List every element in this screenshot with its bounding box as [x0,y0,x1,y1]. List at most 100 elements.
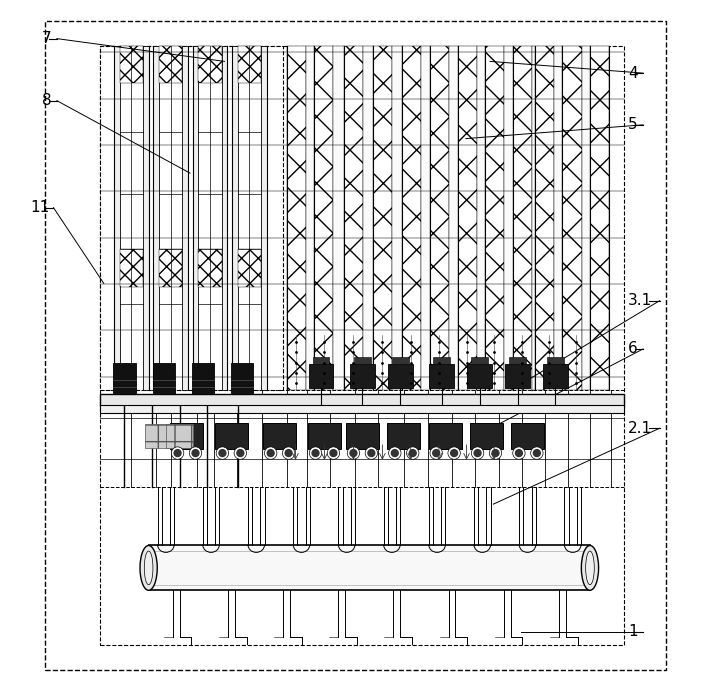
Ellipse shape [586,551,594,585]
Bar [114,363,136,394]
Text: 11: 11 [30,200,49,215]
Bar [434,357,450,363]
Bar [449,46,458,390]
Bar [183,46,188,390]
Bar [458,46,477,390]
Text: 4: 4 [628,66,638,81]
Bar [470,423,503,449]
Bar [590,46,609,390]
Bar [232,46,237,390]
Text: 8: 8 [42,93,51,108]
Bar [314,46,333,390]
Bar [373,46,392,390]
Bar [261,46,267,390]
Bar [421,46,430,390]
Circle shape [189,447,202,460]
Text: 1: 1 [628,624,638,639]
Ellipse shape [144,551,153,585]
Bar [511,423,545,449]
Bar [313,357,329,363]
Bar [192,363,214,394]
Bar [198,249,222,287]
Text: 6: 6 [628,341,638,357]
Circle shape [309,447,321,460]
Circle shape [492,450,499,457]
Circle shape [312,450,319,457]
Text: 5: 5 [628,117,638,132]
Bar [170,423,203,449]
Circle shape [174,450,181,457]
Ellipse shape [140,545,157,590]
Bar [363,46,373,390]
Bar [143,46,149,390]
Circle shape [234,447,247,460]
Bar [237,46,261,84]
Circle shape [410,450,416,457]
Circle shape [391,450,398,457]
Bar [392,357,409,363]
Bar [402,46,421,390]
Bar [149,545,590,590]
Bar [387,423,420,449]
Bar [505,46,513,390]
Bar [193,46,198,390]
Circle shape [350,450,357,457]
Circle shape [530,447,543,460]
Bar [306,46,314,390]
Bar [114,46,119,390]
Bar [308,423,341,449]
Bar [159,249,183,287]
Text: 3.1: 3.1 [628,293,652,308]
Bar [263,423,296,449]
Bar [392,46,402,390]
Circle shape [264,447,277,460]
Bar [582,46,590,390]
Bar [222,46,228,390]
Bar [231,363,253,394]
Bar [215,423,248,449]
Bar [198,46,222,84]
Circle shape [327,447,340,460]
Circle shape [365,447,378,460]
Circle shape [533,450,540,457]
Bar [562,46,582,390]
Text: 2.1: 2.1 [628,421,652,436]
Circle shape [489,447,502,460]
Bar [467,363,492,388]
Bar [159,46,183,84]
Circle shape [347,447,360,460]
Bar [100,405,624,413]
Bar [430,46,449,390]
Bar [429,423,461,449]
Bar [153,363,175,394]
Circle shape [389,447,401,460]
Circle shape [330,450,337,457]
Bar [100,46,283,390]
Circle shape [237,450,244,457]
Bar [333,46,344,390]
Bar [509,357,526,363]
Circle shape [219,450,226,457]
Bar [535,46,554,390]
Bar [237,249,261,287]
Circle shape [433,450,439,457]
Bar [309,363,333,388]
Bar [154,46,159,390]
Bar [471,357,488,363]
Bar [344,46,363,390]
Bar [100,46,624,645]
Bar [429,363,454,388]
Bar [547,357,564,363]
Bar [554,46,562,390]
Circle shape [267,450,274,457]
Bar [388,363,413,388]
Bar [477,46,485,390]
Bar [354,357,370,363]
Bar [485,46,505,390]
Bar [166,424,193,448]
Bar [100,394,624,406]
Circle shape [430,447,442,460]
Circle shape [216,447,229,460]
Circle shape [451,450,458,457]
Circle shape [368,450,375,457]
